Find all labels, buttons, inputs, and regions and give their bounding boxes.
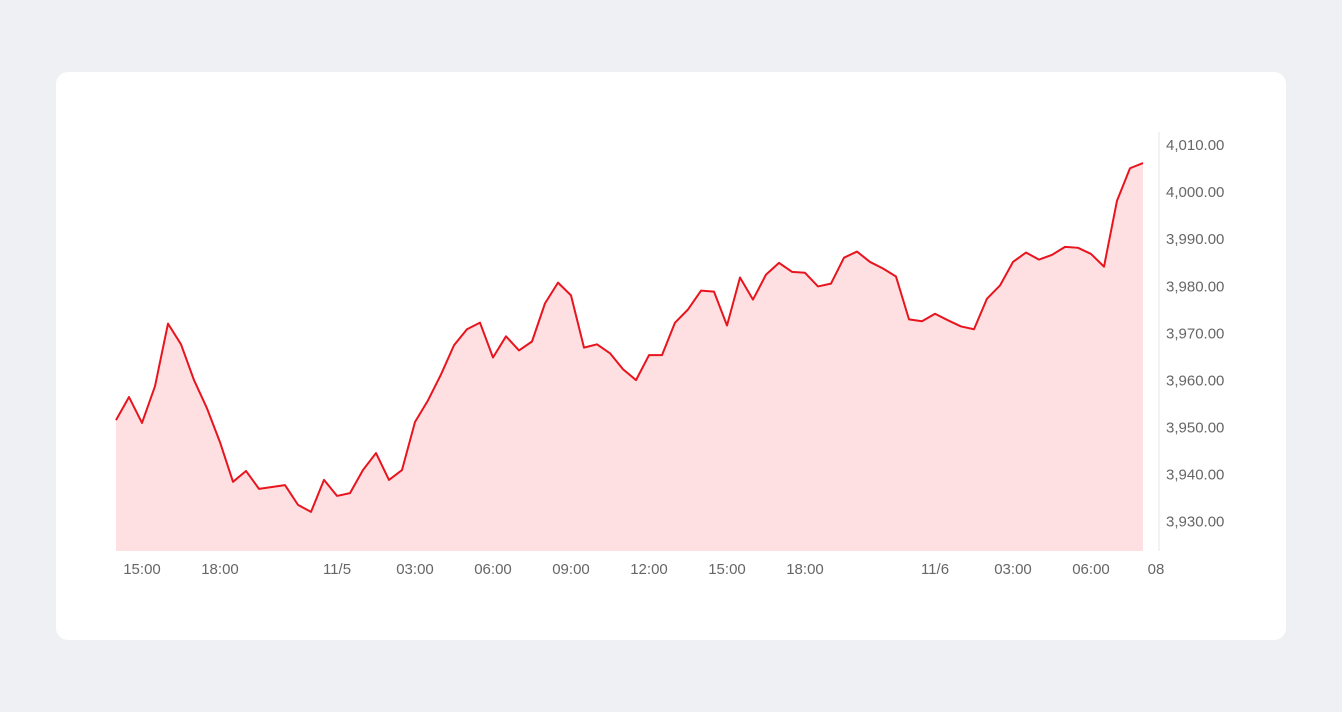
x-tick-label: 03:00 [994,561,1032,578]
x-tick-label: 18:00 [786,561,824,578]
x-tick-label: 09:00 [552,561,590,578]
y-tick-label: 3,950.00 [1166,420,1224,437]
x-tick-label: 15:00 [708,561,746,578]
y-tick-label: 3,930.00 [1166,514,1224,531]
x-tick-label: 03:00 [396,561,434,578]
x-tick-label: 06:00 [474,561,512,578]
x-tick-label: 12:00 [630,561,668,578]
y-tick-label: 3,970.00 [1166,325,1224,342]
y-tick-label: 3,940.00 [1166,467,1224,484]
area-fill [116,163,1143,552]
x-tick-label: 11/5 [323,561,351,578]
y-tick-label: 3,990.00 [1166,231,1224,248]
y-tick-label: 4,010.00 [1166,137,1224,154]
y-tick-label: 4,000.00 [1166,184,1224,201]
y-tick-label: 3,980.00 [1166,278,1224,295]
x-tick-label: 06:00 [1072,561,1110,578]
x-tick-label: 15:00 [123,561,161,578]
y-tick-label: 3,960.00 [1166,372,1224,389]
price-line [115,162,1144,513]
x-tick-label: 08 [1148,561,1165,578]
x-tick-label: 18:00 [201,561,239,578]
x-tick-label: 11/6 [921,561,949,578]
